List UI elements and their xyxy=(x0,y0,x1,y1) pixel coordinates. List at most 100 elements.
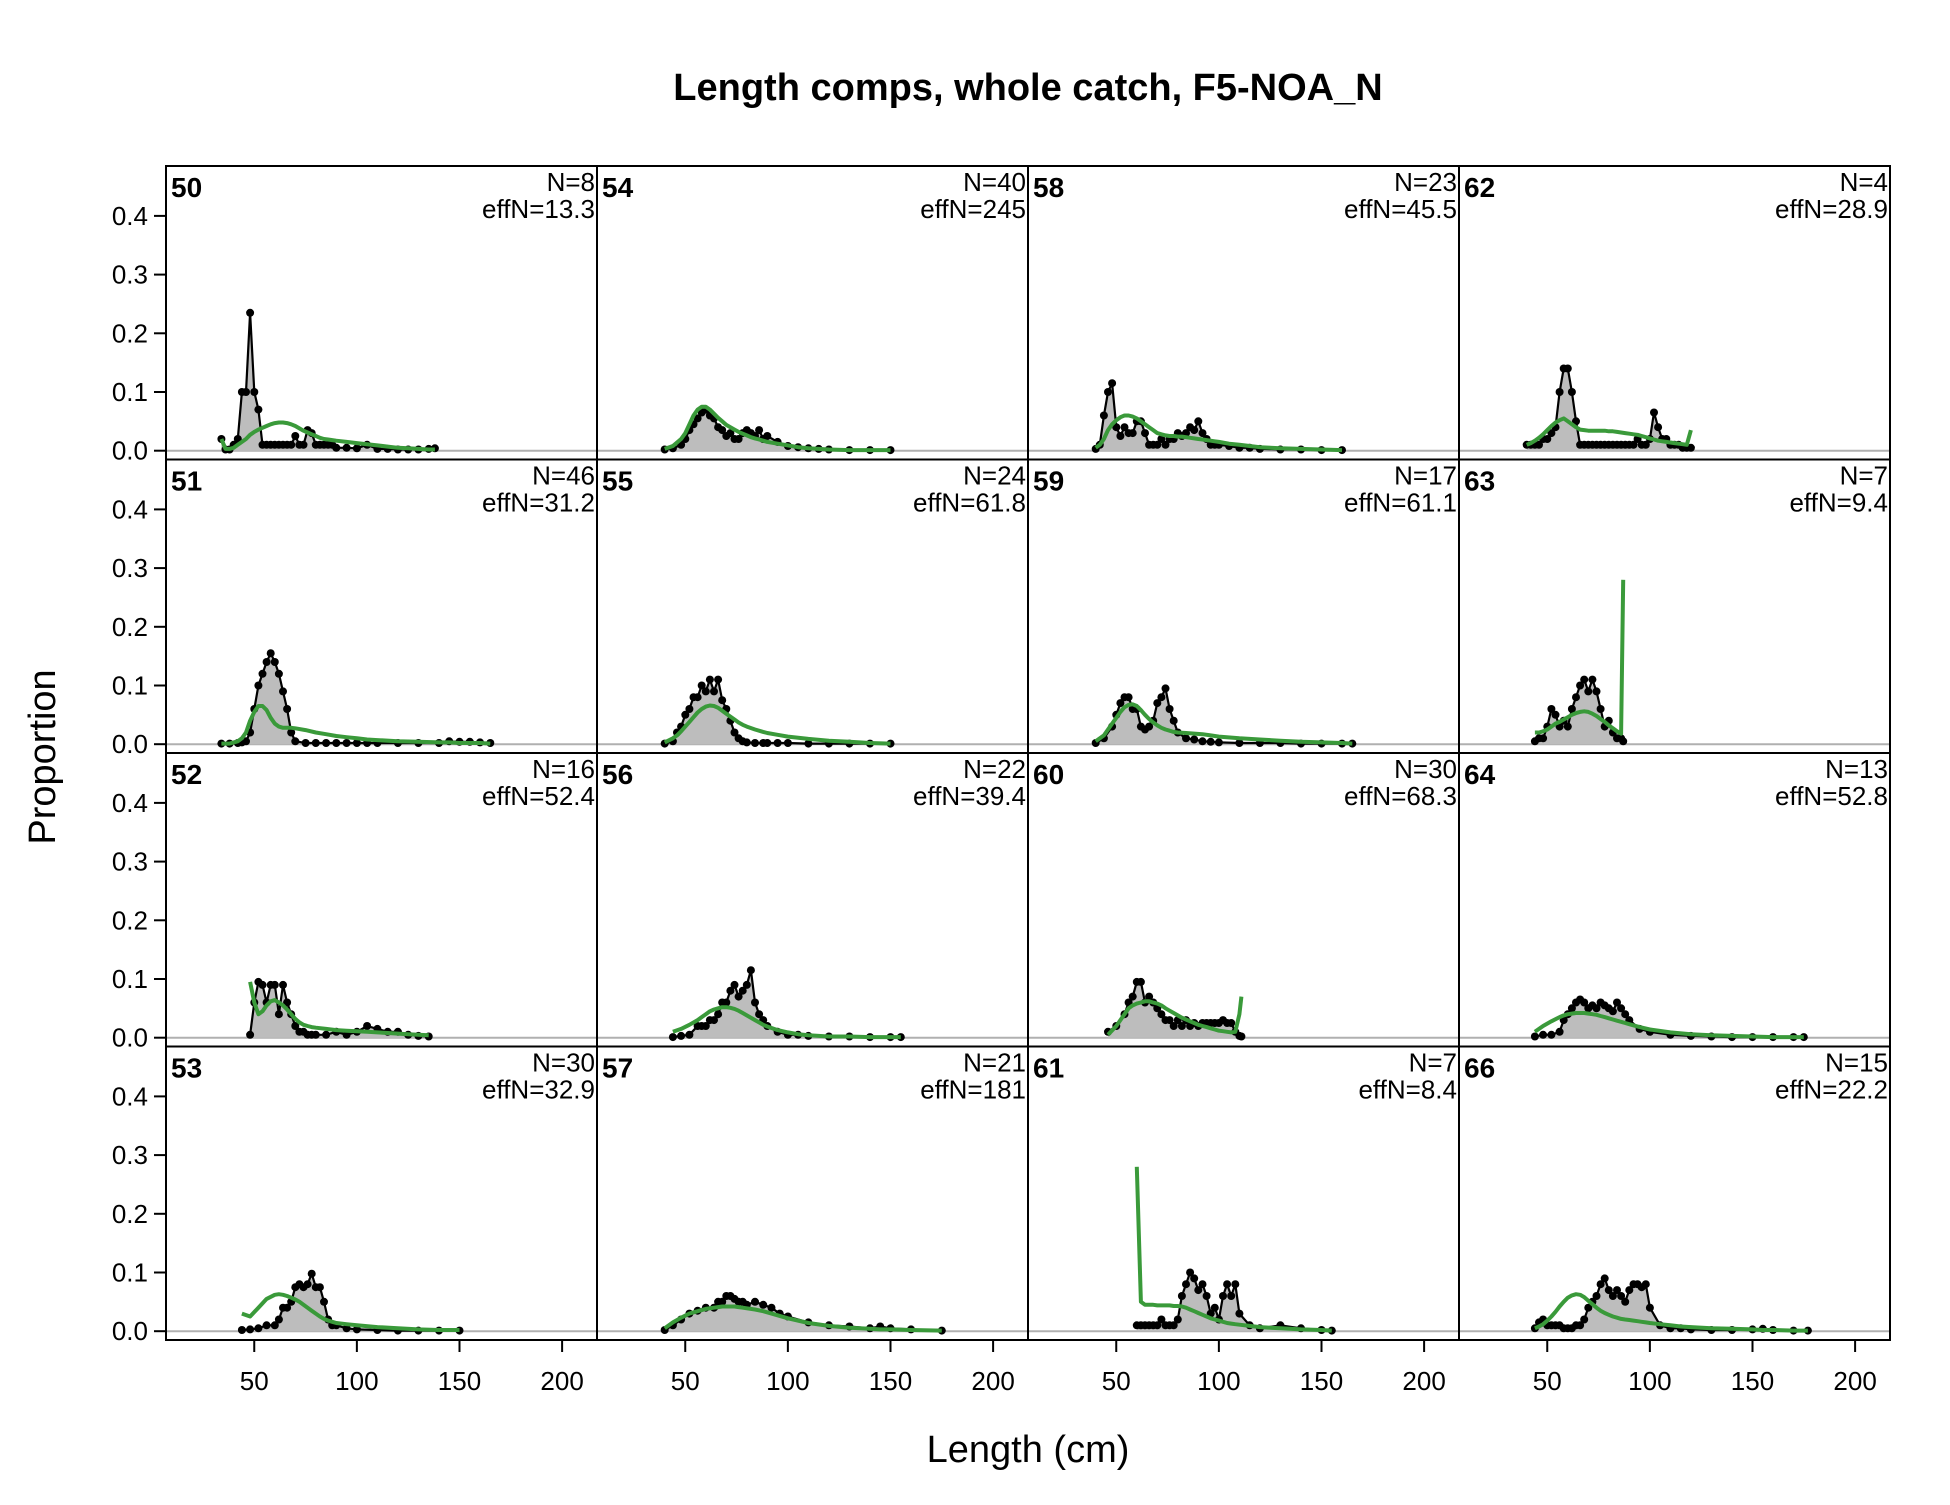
expected-line xyxy=(241,1292,460,1332)
panel-effn: effN=32.9 xyxy=(482,1075,595,1105)
observed-point xyxy=(718,426,727,435)
panel-n: N=7 xyxy=(1409,1048,1457,1078)
observed-point xyxy=(246,1030,255,1039)
observed-point xyxy=(283,998,292,1007)
observed-point xyxy=(1227,1019,1236,1027)
observed-point xyxy=(1619,737,1628,746)
observed-point xyxy=(283,705,292,713)
panel-n: N=40 xyxy=(963,167,1026,197)
observed-point xyxy=(1116,699,1125,708)
observed-point xyxy=(767,1303,776,1312)
observed-point xyxy=(1182,734,1190,743)
observed-point xyxy=(1576,681,1585,690)
y-tick-label: 0.4 xyxy=(112,494,148,524)
observed-point xyxy=(291,1022,300,1030)
panel-effn: effN=22.2 xyxy=(1775,1075,1888,1105)
x-tick-label: 200 xyxy=(540,1366,583,1396)
observed-point xyxy=(1182,1280,1190,1289)
observed-area xyxy=(221,312,435,451)
observed-point xyxy=(332,739,341,747)
observed-point xyxy=(301,739,310,747)
observed-point xyxy=(685,705,694,713)
panel-n: N=23 xyxy=(1394,167,1457,197)
observed-point xyxy=(1686,443,1695,452)
observed-point xyxy=(1237,1032,1246,1041)
observed-point xyxy=(1641,440,1650,449)
observed-point xyxy=(677,1031,686,1040)
x-tick-label: 50 xyxy=(1102,1366,1131,1396)
panel-label: 57 xyxy=(602,1053,633,1084)
panel-effn: effN=45.5 xyxy=(1344,194,1457,224)
panel-effn: effN=8.4 xyxy=(1358,1075,1457,1105)
expected-line xyxy=(221,704,491,746)
x-tick-label: 150 xyxy=(1300,1366,1343,1396)
observed-point xyxy=(751,1297,759,1306)
observed-point xyxy=(1645,1303,1654,1312)
observed-point xyxy=(1235,739,1244,747)
x-tick-label: 200 xyxy=(1833,1366,1876,1396)
observed-point xyxy=(1608,1292,1617,1300)
observed-point xyxy=(1584,1303,1593,1312)
observed-point xyxy=(1165,705,1174,713)
observed-point xyxy=(734,992,743,1001)
observed-point xyxy=(1547,1030,1556,1039)
y-tick-label: 0.1 xyxy=(112,1257,148,1287)
observed-point xyxy=(693,693,702,702)
observed-point xyxy=(279,980,287,989)
observed-point xyxy=(1543,435,1552,443)
observed-point xyxy=(1128,429,1137,438)
observed-point xyxy=(763,432,772,440)
observed-point xyxy=(342,1030,351,1039)
observed-point xyxy=(1608,1007,1617,1016)
observed-point xyxy=(274,669,283,678)
observed-point xyxy=(693,414,702,423)
panel-effn: effN=9.4 xyxy=(1789,488,1888,518)
observed-point xyxy=(1141,429,1149,438)
expected-line xyxy=(1534,1292,1808,1333)
observed-point xyxy=(1223,1280,1232,1289)
observed-point xyxy=(1190,426,1199,435)
expected-line xyxy=(672,1005,901,1040)
observed-point xyxy=(763,739,772,747)
observed-point xyxy=(1206,737,1215,746)
observed-point xyxy=(291,737,300,746)
observed-point xyxy=(1596,1280,1605,1289)
observed-point xyxy=(274,1010,283,1019)
panel-label: 55 xyxy=(602,466,633,497)
observed-point xyxy=(1621,1297,1630,1306)
observed-point xyxy=(1592,687,1601,696)
y-tick-label: 0.2 xyxy=(112,612,148,642)
panel-label: 60 xyxy=(1033,759,1064,790)
observed-point xyxy=(1567,705,1576,713)
x-tick-label: 50 xyxy=(671,1366,700,1396)
panel-effn: effN=13.3 xyxy=(482,194,595,224)
observed-area xyxy=(672,970,901,1038)
expected-line xyxy=(663,703,891,746)
observed-point xyxy=(1157,1315,1166,1324)
panel-effn: effN=52.4 xyxy=(482,781,595,811)
observed-point xyxy=(1555,1027,1564,1036)
panel-label: 52 xyxy=(171,759,202,790)
observed-point xyxy=(1555,388,1564,396)
observed-point xyxy=(1161,440,1170,449)
observed-point xyxy=(1650,408,1658,417)
observed-point xyxy=(311,739,320,747)
observed-point xyxy=(342,443,351,452)
observed-point xyxy=(1654,423,1663,432)
panel-border xyxy=(1458,1045,1891,1341)
panel-effn: effN=68.3 xyxy=(1344,781,1457,811)
observed-point xyxy=(668,1033,677,1042)
x-tick-label: 50 xyxy=(1533,1366,1562,1396)
panel-label: 66 xyxy=(1464,1053,1495,1084)
observed-point xyxy=(1572,417,1580,426)
panel-effn: effN=31.2 xyxy=(482,488,595,518)
